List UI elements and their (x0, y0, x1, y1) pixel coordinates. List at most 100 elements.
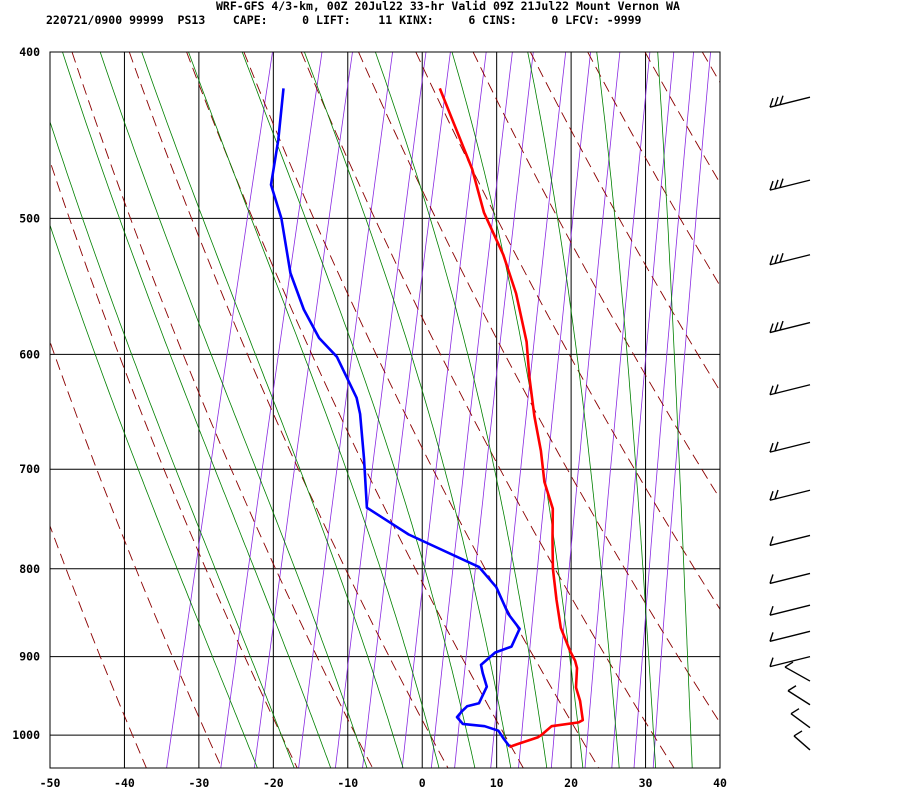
moist-adiabat-line (50, 120, 295, 768)
wind-barb-feather (779, 320, 784, 331)
mixing-ratio-line (518, 52, 591, 768)
temperature-label--20: -20 (263, 776, 284, 790)
dry-adiabat-line (71, 52, 373, 768)
temperature-label-0: 0 (419, 776, 426, 790)
dry-adiabat-line (358, 52, 720, 724)
temperature-label--30: -30 (188, 776, 209, 790)
moist-adiabat-line (99, 52, 368, 768)
moist-adiabat-line (141, 52, 404, 768)
moist-adiabat-line (451, 52, 584, 768)
mixing-ratio-line (430, 52, 513, 768)
moist-adiabat-line (596, 52, 656, 768)
wind-barb-feather (769, 574, 774, 584)
wind-barb-feather (793, 730, 803, 737)
wind-barb-staff (769, 655, 811, 668)
wind-barb-feather (790, 708, 800, 715)
wind-barb (769, 384, 811, 396)
temperature-label--10: -10 (337, 776, 358, 790)
wind-barb-staff (793, 735, 811, 751)
wind-barb-feather (769, 255, 774, 265)
sounding-indices-line: 220721/0900 99999 PS13 CAPE: 0 LIFT: 11 … (46, 13, 642, 27)
wind-barb-staff (769, 254, 811, 266)
wind-barb-feather (774, 441, 779, 452)
wind-barb-feather (769, 632, 774, 642)
plot-frame (49, 51, 721, 769)
temperature-tick-labels: -50 -40 -30 -20 -10 0 10 20 30 40 (40, 776, 727, 790)
temperature-label-30: 30 (639, 776, 653, 790)
wind-barb-feather (779, 253, 784, 263)
mixing-ratio-line (220, 52, 323, 768)
dry-adiabat-line (529, 52, 720, 392)
mixing-ratio-line (166, 52, 273, 768)
dewpoint-profile (269, 88, 521, 748)
wind-barb (769, 630, 811, 643)
wind-barb-feather (769, 536, 774, 546)
wind-barb (769, 534, 811, 547)
wind-barb (769, 253, 811, 266)
chart-title: WRF-GFS 4/3-km, 00Z 20Jul22 33-hr Valid … (216, 0, 680, 13)
pressure-label-400: 400 (19, 45, 40, 59)
isotherm-lines (49, 52, 721, 768)
pressure-label-500: 500 (19, 211, 40, 225)
wind-barb-feather (769, 323, 774, 333)
dry-adiabat-line (243, 52, 600, 768)
wind-barb-staff (769, 534, 811, 547)
moist-adiabat-line (50, 223, 258, 768)
mixing-ratio-line (652, 52, 711, 768)
wind-barb-staff (769, 179, 811, 191)
wind-barb-staff (769, 604, 811, 616)
wind-barb-feather (769, 657, 774, 667)
moist-adiabat-line (62, 52, 332, 768)
mixing-ratio-line (254, 52, 353, 768)
moist-adiabat-line (527, 52, 620, 768)
wind-barb-feather (769, 97, 774, 108)
dry-adiabat-line (300, 52, 675, 768)
wind-barb-feather (774, 254, 779, 264)
mixing-ratio-line (401, 52, 487, 768)
wind-barb-staff (769, 572, 811, 585)
wind-barb (769, 441, 811, 453)
temperature-label-10: 10 (490, 776, 504, 790)
wind-barb-feather (774, 384, 779, 394)
pressure-label-900: 900 (19, 650, 40, 664)
temperature-label--50: -50 (40, 776, 61, 790)
temperature-profile (438, 87, 585, 749)
wind-barb-feather (787, 685, 797, 692)
moist-adiabat-line (304, 52, 512, 768)
mixing-ratio-line (584, 52, 651, 768)
wind-barb-staff (787, 690, 811, 706)
wind-barb-feather (769, 180, 774, 191)
mixing-ratio-line (298, 52, 393, 768)
background-lines (50, 52, 720, 768)
wind-barb-feather (774, 96, 779, 107)
wind-barb-feather (769, 605, 774, 616)
temperature-label-40: 40 (713, 776, 727, 790)
wind-barbs-column (769, 95, 811, 751)
wind-barb-staff (769, 441, 811, 453)
pressure-label-800: 800 (19, 562, 40, 576)
sounding-profiles (269, 87, 585, 749)
mixing-ratio-line (362, 52, 451, 768)
pressure-label-1000: 1000 (12, 728, 40, 742)
mixing-ratio-line (335, 52, 427, 768)
dry-adiabat-line (186, 52, 524, 768)
wind-barb-staff (769, 489, 811, 501)
wind-barb (793, 730, 811, 751)
wind-barb-feather (779, 95, 784, 105)
dry-adiabat-line (472, 52, 720, 500)
wind-barb-staff (769, 321, 811, 334)
wind-barb-staff (769, 384, 811, 396)
dry-adiabat-line (50, 524, 147, 768)
wind-barb (769, 178, 811, 191)
wind-barb-staff (790, 713, 811, 729)
wind-barb (790, 708, 811, 729)
isobar-lines (50, 51, 720, 736)
wind-barb (787, 685, 811, 706)
wind-barb (769, 655, 811, 668)
pressure-label-600: 600 (19, 347, 40, 361)
dry-adiabat-line (415, 52, 720, 611)
pressure-tick-labels: 400 500 600 700 800 900 1000 (12, 45, 40, 742)
wind-barb-feather (774, 322, 779, 332)
wind-barb (769, 320, 811, 334)
